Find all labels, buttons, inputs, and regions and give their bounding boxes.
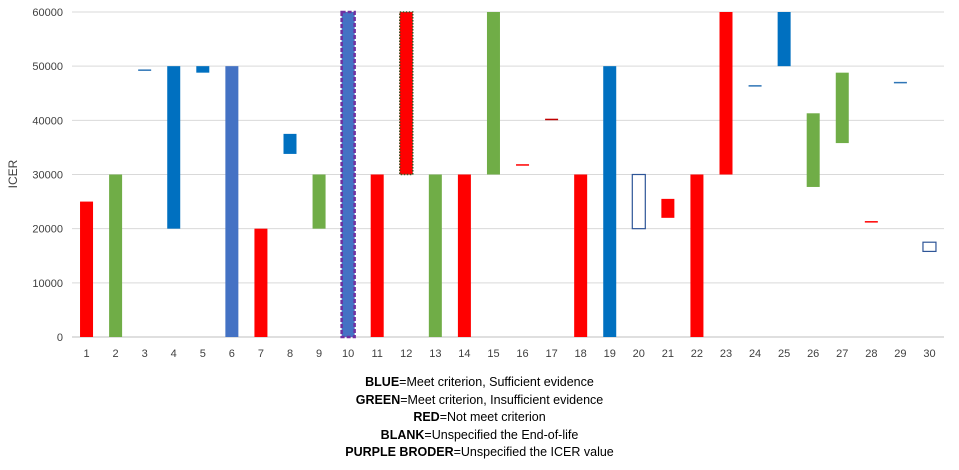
y-tick-label: 0 [57,332,63,344]
x-tick-label: 24 [749,348,761,360]
bar-10 [340,10,356,339]
x-tick-label: 18 [575,348,587,360]
gridlines [72,11,944,338]
legend-item-red: RED=Not meet criterion [0,409,959,427]
bar-2 [109,174,123,337]
x-tick-label: 5 [200,348,206,360]
legend-item-green: GREEN=Meet criterion, Insufficient evide… [0,392,959,410]
x-tick-label: 27 [836,348,848,360]
legend-item-blank: BLANK=Unspecified the End-of-life [0,427,959,445]
bar-4 [167,66,181,229]
bar-30 [922,241,937,253]
x-tick-label: 10 [342,348,354,360]
legend-item-blue: BLUE=Meet criterion, Sufficient evidence [0,374,959,392]
y-tick-label: 20000 [32,224,63,236]
x-tick-label: 28 [865,348,877,360]
legend-item-purple-border: PURPLE BRODER=Unspecified the ICER value [0,444,959,462]
bar-3 [138,69,152,71]
x-tick-label: 26 [807,348,819,360]
x-tick-label: 3 [142,348,148,360]
y-axis-label: ICER [6,159,20,188]
x-tick-label: 11 [371,348,382,360]
bar-19 [603,66,617,338]
legend-text: =Unspecified the ICER value [453,445,614,459]
bar-22 [690,174,704,337]
bar-24 [748,85,762,87]
bar-7 [254,228,268,337]
bar-21 [661,198,675,218]
x-tick-label: 29 [894,348,906,360]
bar-23 [719,12,733,175]
x-tick-label: 7 [258,348,264,360]
bar-29 [893,81,907,84]
x-tick-label: 4 [171,348,177,360]
bar-12 [399,11,414,176]
x-tick-label: 6 [229,348,235,360]
x-tick-label: 25 [778,348,790,360]
x-tick-label: 14 [458,348,470,360]
x-tick-label: 8 [287,348,293,360]
x-tick-label: 22 [691,348,703,360]
bar-25 [777,12,791,67]
y-tick-label: 50000 [32,61,63,73]
bars [80,10,937,339]
legend-text: =Not meet criterion [439,410,546,424]
legend-key: GREEN [355,392,401,407]
x-tick-label: 15 [487,348,499,360]
bar-1 [80,201,94,337]
bar-13 [428,174,442,337]
x-tick-label: 2 [113,348,119,360]
y-tick-label: 10000 [32,278,63,290]
bar-11 [370,174,384,337]
x-axis-ticks: 1 2 3 4 5 6 7 8 9 10 11 12 13 14 15 16 17 18 19 20 21 22 23 24 2… [83,348,935,360]
x-tick-label: 12 [400,348,412,360]
bar-9 [312,174,326,229]
x-tick-label: 19 [604,348,616,360]
x-tick-label: 1 [83,348,89,360]
x-tick-label: 20 [633,348,645,360]
y-tick-label: 60000 [32,7,63,19]
x-tick-label: 17 [545,348,557,360]
bar-8 [283,133,297,154]
bar-17 [545,118,559,121]
bar-6 [225,66,239,338]
bar-26 [806,113,820,187]
legend-text: =Meet criterion, Sufficient evidence [399,375,594,389]
bar-18 [574,174,588,337]
legend-key: PURPLE BRODER [345,445,454,459]
bar-20 [631,173,646,230]
bar-14 [457,174,471,337]
y-axis-ticks: 0 10000 20000 30000 40000 50000 60000 [32,7,63,344]
bar-15 [486,12,500,175]
legend-key: BLUE [365,375,400,389]
x-tick-label: 23 [720,348,732,360]
bar-5 [196,66,210,73]
legend-key: RED [413,410,440,424]
legend-text: =Unspecified the End-of-life [424,427,579,442]
bar-28 [864,221,878,223]
x-tick-label: 13 [429,348,441,360]
x-tick-label: 30 [923,348,935,360]
legend-text: =Meet criterion, Insufficient evidence [400,392,604,407]
y-tick-label: 30000 [32,170,63,182]
legend: BLUE=Meet criterion, Sufficient evidence… [0,374,959,462]
x-tick-label: 21 [662,348,674,360]
y-tick-label: 40000 [32,115,63,127]
legend-key: BLANK [380,427,425,442]
x-tick-label: 16 [516,348,528,360]
bar-27 [835,72,849,144]
bar-16 [516,164,530,166]
x-tick-label: 9 [316,348,322,360]
